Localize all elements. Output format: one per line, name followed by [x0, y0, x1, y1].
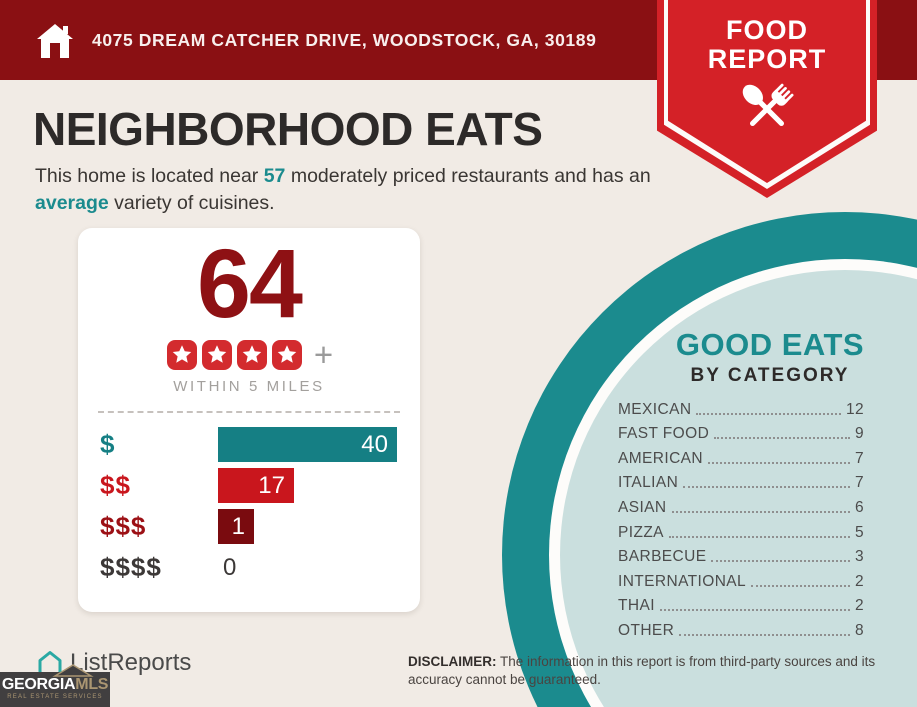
category-count: 2: [854, 597, 864, 615]
subtitle-post: variety of cuisines.: [108, 192, 275, 214]
category-name: FAST FOOD: [618, 425, 710, 443]
page-subtitle: This home is located near 57 moderately …: [35, 163, 660, 217]
dotted-leader: [696, 412, 841, 415]
category-row: OTHER 8: [618, 615, 864, 640]
category-row: BARBECUE 3: [618, 542, 864, 567]
dotted-leader: [751, 584, 850, 587]
category-name: OTHER: [618, 621, 675, 639]
star-icon: [165, 340, 200, 370]
category-count: 9: [854, 425, 864, 443]
price-bar-row: $$$ 1: [100, 506, 398, 547]
variety-highlight: average: [35, 192, 109, 214]
category-row: AMERICAN 7: [618, 443, 864, 468]
good-eats-title: GOOD EATS: [675, 327, 865, 362]
mls-wordmark-mls: MLS: [75, 676, 109, 693]
price-level-label: $$$$: [100, 552, 162, 582]
dotted-leader: [659, 609, 850, 612]
disclaimer-text: The information in this report is from t…: [408, 654, 876, 687]
price-level-label: $: [100, 429, 116, 459]
category-name: INTERNATIONAL: [618, 572, 747, 590]
category-name: PIZZA: [618, 523, 664, 541]
radius-caption: WITHIN 5 MILES: [173, 378, 325, 395]
mls-wordmark-georgia: GEORGIA: [1, 676, 76, 693]
disclaimer: DISCLAIMER: The information in this repo…: [408, 653, 886, 689]
dotted-leader: [711, 560, 850, 563]
ribbon-title: FOOD REPORT: [657, 16, 877, 74]
category-count: 5: [854, 523, 864, 541]
price-bar: 17: [218, 468, 294, 503]
dotted-leader: [679, 633, 850, 636]
restaurant-count-big: 64: [197, 229, 303, 338]
category-count: 12: [845, 400, 864, 418]
category-count: 8: [854, 621, 864, 639]
price-level-label: $$: [100, 470, 131, 500]
price-bar: 40: [218, 427, 397, 462]
category-count: 6: [854, 498, 864, 516]
category-count: 3: [854, 548, 864, 566]
category-row: ITALIAN 7: [618, 468, 864, 493]
category-row: INTERNATIONAL 2: [618, 566, 864, 591]
dotted-leader: [668, 535, 850, 538]
property-address: 4075 DREAM CATCHER DRIVE, WOODSTOCK, GA,…: [92, 30, 597, 50]
category-row: THAI 2: [618, 591, 864, 616]
category-name: BARBECUE: [618, 548, 707, 566]
price-bar-zero-value: 0: [223, 553, 237, 581]
category-count: 7: [854, 449, 864, 467]
restaurant-count: 57: [263, 165, 286, 187]
price-bars: $40 $$ 17 $$$ 1 $$$$ 0: [78, 424, 420, 588]
star-icon: [270, 340, 305, 370]
food-report-ribbon: FOOD REPORT: [657, 0, 877, 198]
dotted-leader: [708, 461, 850, 464]
house-icon: [37, 24, 73, 58]
price-level-label: $$$: [100, 511, 147, 541]
category-row: MEXICAN 12: [618, 394, 864, 419]
good-eats-subtitle: BY CATEGORY: [690, 365, 850, 386]
ribbon-line2: REPORT: [707, 44, 827, 74]
price-bar: 1: [218, 509, 254, 544]
dotted-leader: [683, 486, 850, 489]
disclaimer-label: DISCLAIMER:: [408, 654, 497, 669]
plus-sign: +: [313, 336, 334, 373]
good-eats-header: GOOD EATS BY CATEGORY: [620, 327, 917, 387]
dotted-leader: [714, 437, 850, 440]
subtitle-pre: This home is located near: [35, 165, 264, 187]
spoon-fork-icon: [742, 83, 794, 127]
subtitle-mid: moderately priced restaurants and has an: [285, 165, 651, 187]
price-bar-row: $$ 17: [100, 465, 398, 506]
category-name: MEXICAN: [618, 400, 692, 418]
star-icon: [200, 340, 235, 370]
listreports-wordmark: ListReports: [70, 649, 192, 676]
category-count: 2: [854, 572, 864, 590]
star-icon: [235, 340, 270, 370]
mls-wordmark: GEORGIAMLS: [0, 677, 110, 693]
mls-peak-icon: [52, 664, 94, 677]
category-row: PIZZA 5: [618, 517, 864, 542]
stars-row: +: [78, 336, 420, 373]
category-count: 7: [854, 474, 864, 492]
price-bar-row: $40: [100, 424, 398, 465]
price-bar-row: $$$$ 0: [100, 547, 398, 588]
category-name: ASIAN: [618, 498, 667, 516]
page-title: NEIGHBORHOOD EATS: [33, 103, 543, 155]
georgia-mls-badge: GEORGIAMLS REAL ESTATE SERVICES: [0, 664, 110, 707]
category-row: ASIAN 6: [618, 492, 864, 517]
category-name: THAI: [618, 597, 655, 615]
restaurant-score-card: 64 + WITHIN 5 MILES $40 $$ 17 $$$ 1 $$$$ 0: [78, 228, 420, 612]
stars: [165, 340, 305, 370]
category-name: ITALIAN: [618, 474, 679, 492]
ribbon-line1: FOOD: [726, 15, 808, 45]
category-row: FAST FOOD 9: [618, 419, 864, 444]
mls-tagline: REAL ESTATE SERVICES: [7, 694, 103, 700]
dotted-leader: [671, 510, 850, 513]
category-list: MEXICAN 12 FAST FOOD 9 AMERICAN 7 ITALIAN 7 ASIA…: [618, 394, 864, 640]
category-name: AMERICAN: [618, 449, 704, 467]
dashed-divider: [98, 411, 400, 413]
